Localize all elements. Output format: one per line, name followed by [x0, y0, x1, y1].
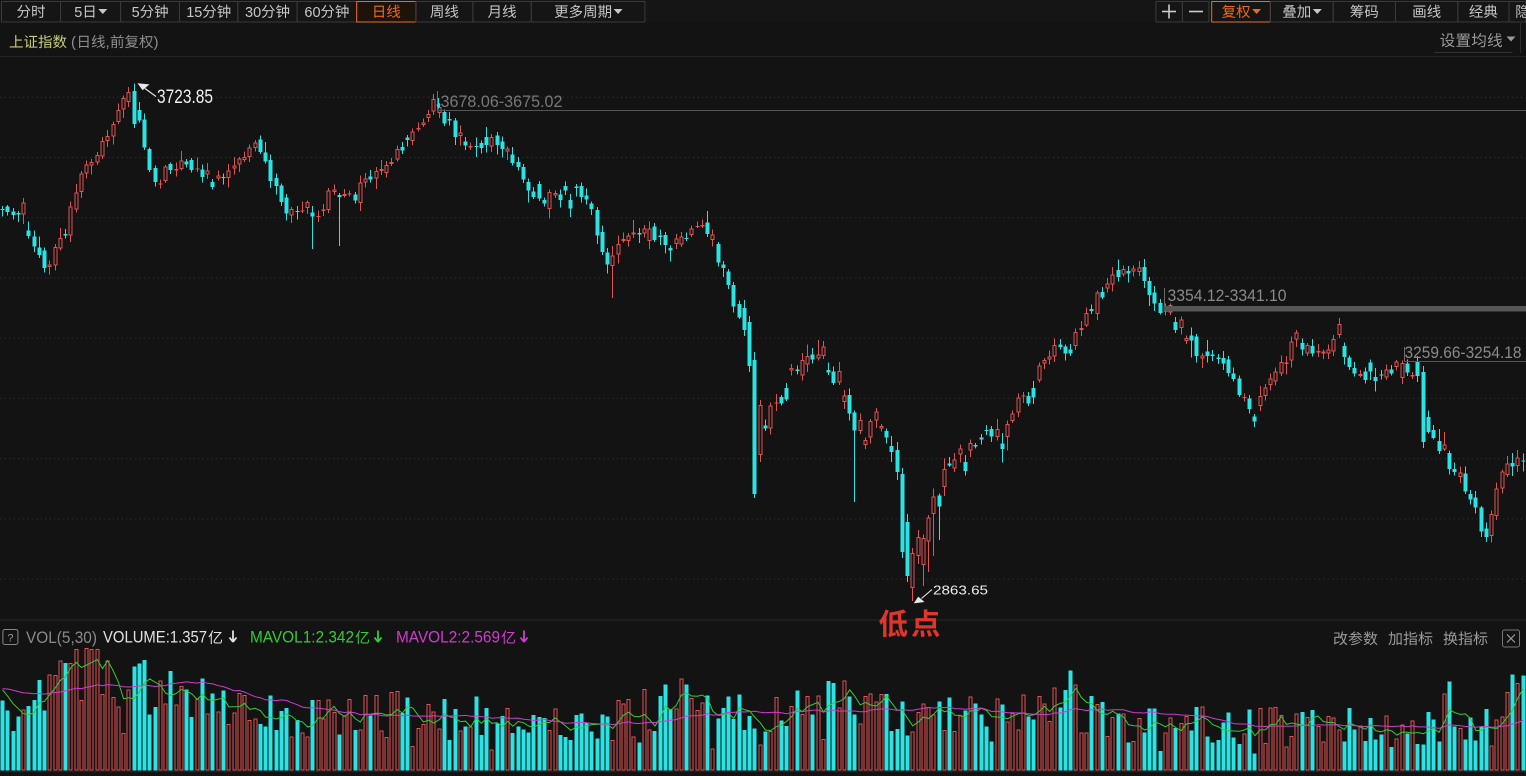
- svg-text:2863.65: 2863.65: [933, 583, 988, 598]
- svg-text:,: ,: [106, 34, 110, 51]
- svg-text:): ): [154, 34, 159, 51]
- svg-text:30: 30: [245, 5, 261, 21]
- svg-text:5: 5: [74, 5, 82, 21]
- svg-text:3723.85: 3723.85: [157, 87, 213, 108]
- svg-text:VOL(5,30): VOL(5,30): [26, 629, 97, 647]
- svg-text:3354.12-3341.10: 3354.12-3341.10: [1168, 286, 1287, 305]
- svg-text:MAVOL2:2.569: MAVOL2:2.569: [396, 629, 500, 647]
- svg-text:?: ?: [7, 633, 13, 645]
- svg-text:60: 60: [304, 5, 320, 21]
- svg-text:15: 15: [186, 5, 202, 21]
- svg-text:3678.06-3675.02: 3678.06-3675.02: [441, 92, 563, 111]
- svg-text:3259.66-3254.18: 3259.66-3254.18: [1405, 343, 1522, 362]
- svg-text:MAVOL1:2.342: MAVOL1:2.342: [250, 629, 354, 647]
- svg-text:(: (: [71, 34, 76, 51]
- svg-text:5: 5: [132, 5, 140, 21]
- svg-text:VOLUME:1.357: VOLUME:1.357: [103, 629, 207, 647]
